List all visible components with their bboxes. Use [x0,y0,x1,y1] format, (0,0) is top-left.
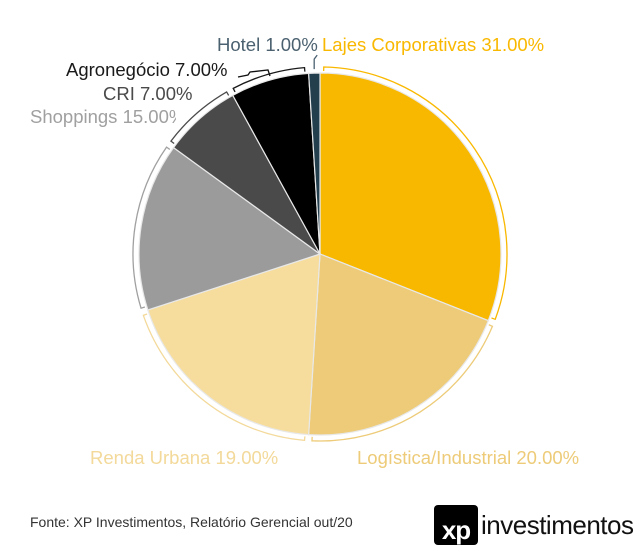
pie-slice-renda-urbana [147,253,321,436]
label-renda-urbana: Renda Urbana 19.00% [90,447,279,468]
label-agronegocio: Agronegócio 7.00% [66,59,228,80]
label-lajes-corporativas: Lajes Corporativas 31.00% [322,34,545,55]
label-logistica-industrial: Logística/Industrial 20.00% [357,447,580,468]
leader-bracket-5 [232,66,306,93]
source-note: Fonte: XP Investimentos, Relatório Geren… [30,514,353,530]
pie-slice-log-stica-industrial [307,253,490,436]
leader-bracket-1 [311,324,494,442]
pie-slice-lajes-corporativas [319,72,502,322]
xp-logo: xp investimentos [434,505,634,545]
leader-bracket-6 [313,54,318,70]
label-hotel: Hotel 1.00% [217,34,318,55]
xp-logo-word: investimentos [481,509,634,540]
leader-bracket-2 [142,313,306,442]
xp-logo-mark: xp [434,505,478,545]
label-cri: CRI 7.00% [103,83,193,104]
pie-slice-shoppings [138,146,322,311]
pie-slice-hotel [307,72,321,255]
leader-bracket-3 [132,146,171,310]
leader-line-agronegocio [237,69,271,78]
label-shoppings: Shoppings 15.00% [30,106,176,127]
leader-bracket-4 [170,91,230,145]
leader-bracket-0 [323,66,508,321]
